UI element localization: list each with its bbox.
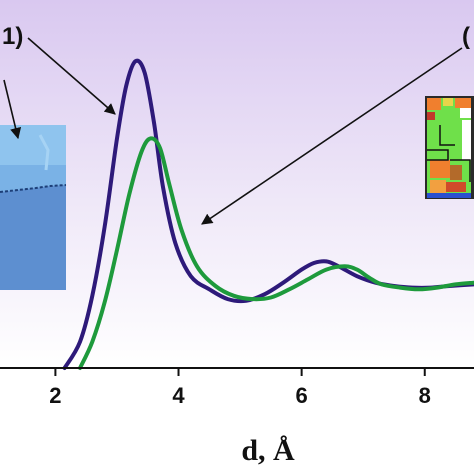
x-tick-label: 4 [172,383,185,408]
x-tick-label: 8 [419,383,431,408]
x-tick-label: 6 [296,383,308,408]
x-axis-title: d, Å [241,434,295,467]
series-layer [62,58,474,370]
plot-background [0,0,474,368]
x-axis-ticks: 2 4 6 8 [49,368,431,408]
x-tick-label: 2 [49,383,61,408]
series-line-2 [78,136,474,370]
inset-image-right [425,96,474,199]
annotation-label-2: ( [462,23,470,50]
annotation-arrow-1 [27,37,116,115]
annotation-label-1: 1) [2,23,23,50]
annotation-arrow-inset [3,79,22,140]
inset-image-left [0,125,67,290]
annotation-arrow-2 [201,47,463,225]
